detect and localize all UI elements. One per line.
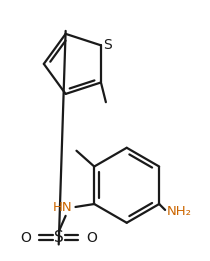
Text: NH₂: NH₂: [167, 205, 192, 218]
Text: O: O: [21, 230, 32, 245]
Text: S: S: [54, 230, 64, 245]
Text: O: O: [86, 230, 97, 245]
Text: S: S: [103, 38, 112, 52]
Text: HN: HN: [53, 201, 72, 215]
